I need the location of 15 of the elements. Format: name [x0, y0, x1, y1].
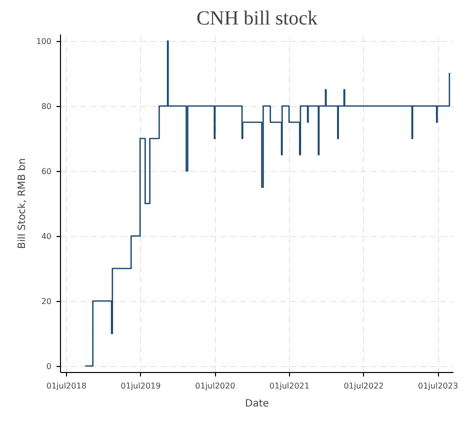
x-axis-title: Date	[245, 398, 269, 410]
x-tick-label: 01jul2018	[46, 382, 86, 390]
x-tick-label: 01jul2021	[269, 382, 310, 390]
y-axis-title: Bill Stock, RMB bn	[17, 158, 28, 249]
y-tick-label: 40	[41, 232, 52, 241]
y-tick-label: 20	[41, 297, 52, 306]
x-tick-label: 01jul2023	[418, 382, 458, 390]
x-tick-label: 01jul2022	[344, 382, 384, 390]
y-tick-label: 80	[41, 102, 52, 111]
y-tick-label: 100	[36, 37, 52, 46]
chart-title: CNH bill stock	[196, 8, 318, 30]
x-tick-label: 01jul2019	[120, 382, 161, 390]
x-tick-label: 01jul2020	[195, 382, 236, 390]
y-tick-label: 0	[46, 362, 52, 371]
y-tick-label: 60	[41, 167, 52, 176]
